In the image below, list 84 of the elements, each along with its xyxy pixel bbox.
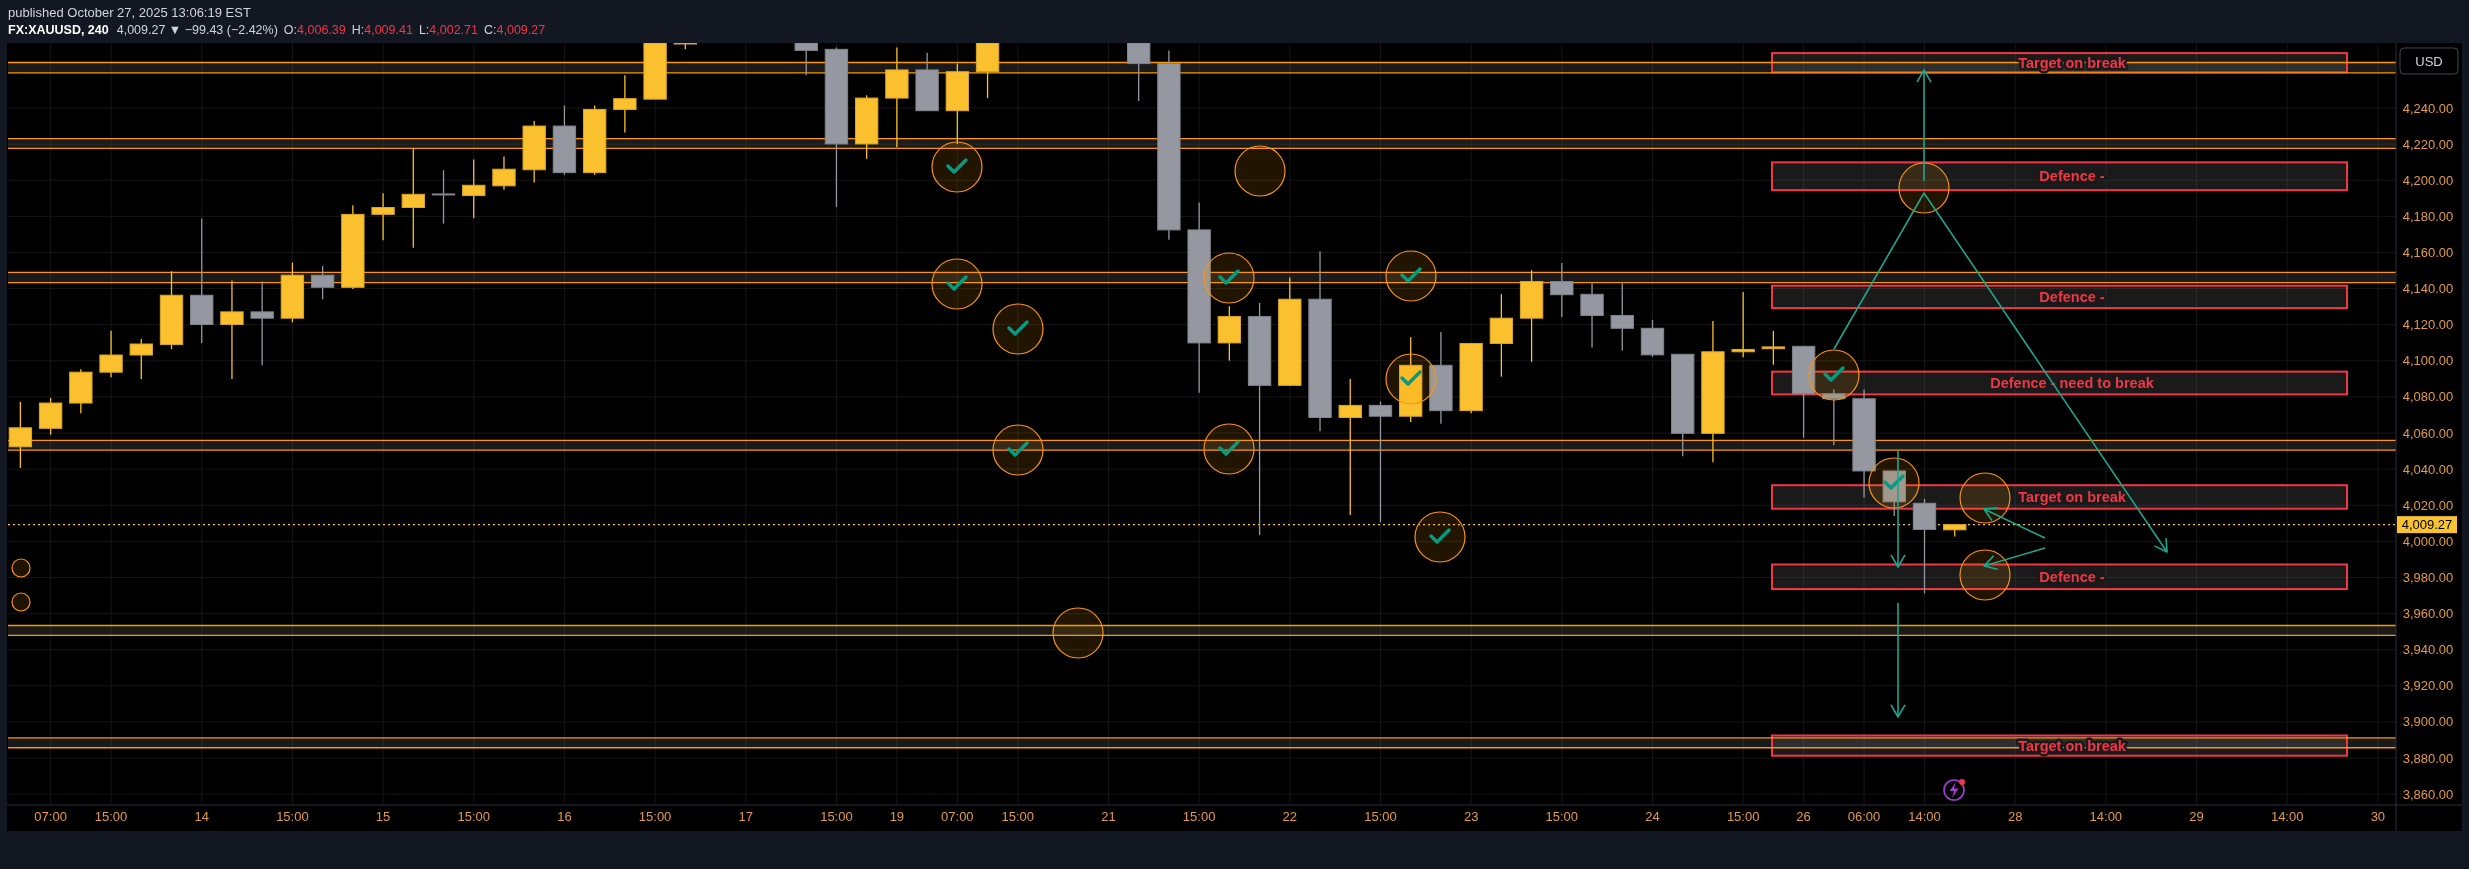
candlestick: [99, 330, 123, 378]
y-tick-label: 4,080.00: [2402, 389, 2454, 405]
candlestick: [1338, 378, 1362, 516]
y-tick-label: 3,960.00: [2402, 606, 2454, 622]
band-label: Defence -: [2039, 288, 2105, 305]
x-tick-label: 06:00: [1847, 809, 1881, 824]
candlestick: [129, 338, 153, 380]
candlestick: [401, 147, 425, 249]
text: C:4,009.27: [484, 23, 546, 37]
x-tick-label: 15:00: [638, 809, 672, 824]
y-tick-label: 3,880.00: [2402, 750, 2454, 766]
x-tick-label: 14:00: [2089, 809, 2123, 824]
x-tick-label: 24: [1645, 809, 1660, 824]
chart-title: FX:XAUUSD, 240: [8, 23, 109, 37]
candlestick: [1127, 43, 1151, 102]
candlestick: [1580, 282, 1604, 349]
candlestick: [431, 169, 456, 225]
band-label: Defence -: [2039, 568, 2105, 585]
x-tick-label: 23: [1463, 809, 1479, 824]
candlestick: [250, 280, 274, 366]
candlestick: [371, 192, 395, 241]
band-label: Target on break: [2018, 488, 2127, 505]
x-tick-label: 15:00: [1726, 809, 1760, 824]
candlestick: [220, 279, 244, 380]
y-tick-label: 3,940.00: [2402, 642, 2454, 658]
x-tick-label: 29: [2189, 809, 2204, 824]
candlestick: [462, 158, 486, 219]
x-tick-label: 14: [194, 809, 209, 824]
y-tick-label: 4,180.00: [2402, 208, 2454, 224]
x-tick-label: 15:00: [457, 809, 491, 824]
x-tick-label: 26: [1796, 809, 1811, 824]
x-tick-label: 15:00: [94, 809, 128, 824]
text: 4,009.27 ▼ −99.43 (−2.42%): [116, 23, 278, 37]
y-tick-label: 4,100.00: [2402, 353, 2454, 369]
x-tick-label: 15:00: [820, 809, 853, 824]
candlestick: [1822, 388, 1846, 446]
candlestick: [1610, 282, 1634, 352]
x-tick-label: 19: [889, 809, 905, 824]
y-tick-label: 4,240.00: [2402, 100, 2454, 116]
x-tick-label: 15:00: [1364, 809, 1397, 824]
x-tick-label: 07:00: [941, 809, 974, 824]
y-tick-label: 4,020.00: [2402, 497, 2454, 513]
y-tick-label: 4,040.00: [2402, 461, 2454, 477]
y-tick-label: 4,140.00: [2402, 281, 2454, 297]
candlestick: [8, 401, 33, 469]
band-label: Defence -: [2039, 168, 2105, 185]
text: H:4,009.41: [351, 23, 413, 37]
y-tick-label: 4,220.00: [2402, 136, 2454, 152]
x-tick-label: 07:00: [34, 809, 67, 824]
chart-subtitle: published October 27, 2025 13:06:19 EST: [8, 5, 251, 20]
y-axis-title: USD: [2415, 53, 2443, 69]
y-tick-label: 4,060.00: [2402, 425, 2454, 441]
text: O:4,006.39: [283, 23, 346, 37]
candlestick: [1368, 400, 1393, 524]
x-tick-label: 14:00: [2270, 809, 2304, 824]
x-tick-label: 21: [1101, 809, 1116, 824]
ref-line-label: 4,009.27: [2401, 517, 2453, 533]
x-tick-label: 15:00: [276, 809, 309, 824]
x-tick-label: 15:00: [1545, 809, 1579, 824]
y-tick-label: 3,920.00: [2402, 678, 2454, 694]
x-tick-label: 17: [738, 809, 753, 824]
candlestick: [613, 74, 637, 134]
y-tick-label: 3,980.00: [2402, 569, 2454, 585]
text: L:4,002.71: [418, 23, 479, 37]
x-tick-label: 30: [2370, 809, 2386, 824]
x-tick-label: 16: [557, 809, 572, 824]
candlestick: [492, 155, 516, 191]
candlestick: [310, 265, 335, 300]
x-tick-label: 22: [1282, 809, 1298, 824]
candlestick: [1550, 262, 1574, 318]
x-tick-label: 28: [2007, 809, 2023, 824]
y-tick-label: 3,900.00: [2402, 714, 2454, 730]
y-tick-label: 3,860.00: [2402, 786, 2454, 802]
y-tick-label: 4,160.00: [2402, 244, 2454, 260]
candlestick: [1731, 291, 1755, 359]
x-tick-label: 15: [375, 809, 391, 824]
y-tick-label: 4,200.00: [2402, 172, 2454, 188]
x-tick-label: 15:00: [1182, 809, 1216, 824]
y-tick-label: 4,120.00: [2402, 317, 2454, 333]
x-tick-label: 15:00: [1001, 809, 1035, 824]
candlestick: [794, 43, 818, 76]
x-tick-label: 14:00: [1908, 809, 1941, 824]
candlestick: [1761, 330, 1786, 366]
y-tick-label: 4,000.00: [2402, 533, 2454, 549]
